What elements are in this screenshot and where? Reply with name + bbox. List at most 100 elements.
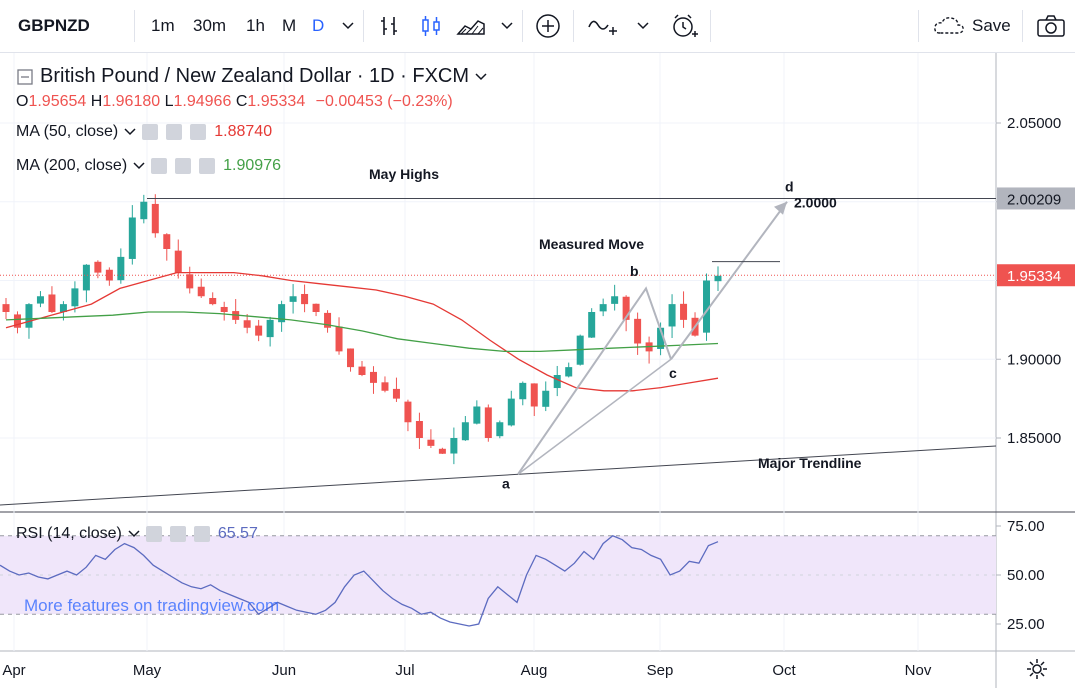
- time-axis-label: Nov: [905, 662, 932, 679]
- collapse-legend-icon[interactable]: [16, 68, 34, 86]
- time-axis-label: Jul: [395, 662, 414, 679]
- eye-icon[interactable]: [151, 158, 168, 174]
- candle-body-up: [289, 296, 297, 302]
- low-label: L: [164, 93, 174, 110]
- candle-body-up: [507, 398, 515, 426]
- price-axis-label: 1.85000: [1007, 430, 1061, 447]
- remove-icon[interactable]: [193, 526, 210, 542]
- candle-body-up: [450, 438, 458, 454]
- top-toolbar: GBPNZD 1m 30m 1h M D Save: [0, 0, 1075, 53]
- candle-body-down: [335, 326, 343, 352]
- current-price-tag-label: 1.95334: [1007, 268, 1061, 285]
- ma200-chevron-icon[interactable]: [133, 162, 145, 170]
- ma200-legend[interactable]: MA (200, close) 1.90976: [16, 157, 281, 175]
- chart-legend-title[interactable]: British Pound / New Zealand Dollar · 1D …: [16, 65, 487, 88]
- eye-icon[interactable]: [142, 124, 159, 140]
- alert-clock-icon[interactable]: [670, 0, 698, 52]
- title-chevron-icon[interactable]: [475, 72, 487, 81]
- arrow-head: [774, 201, 787, 215]
- settings-icon[interactable]: [166, 124, 183, 140]
- candle-body-up: [71, 288, 79, 307]
- candle-body-up: [565, 367, 573, 377]
- chart-area[interactable]: May Highs Measured Move Major Trendline a b c…: [0, 53, 1075, 688]
- rsi-value: 65.57: [217, 525, 258, 542]
- candle-style-icon[interactable]: [419, 0, 443, 52]
- candle-body-up: [668, 304, 676, 327]
- toolbar-divider: [573, 10, 574, 42]
- candle-body-down: [324, 312, 332, 328]
- high-label: H: [90, 93, 103, 110]
- symbol-search-button[interactable]: GBPNZD: [18, 16, 90, 35]
- candle-body-down: [392, 388, 400, 399]
- chart-style-dropdown-chevron-icon[interactable]: [501, 0, 513, 52]
- candle-body-up: [59, 304, 67, 313]
- candle-body-up: [599, 304, 607, 312]
- time-axis-label: Jun: [272, 662, 296, 679]
- candle-body-down: [358, 366, 366, 375]
- candle-body-up: [542, 390, 550, 407]
- time-axis-label: Aug: [521, 662, 548, 679]
- tradingview-watermark[interactable]: More features on tradingview.com: [24, 596, 280, 615]
- toolbar-divider: [710, 10, 711, 42]
- change-value: −0.00453 (−0.23%): [315, 93, 453, 110]
- interval-30m-button[interactable]: 30m: [193, 16, 227, 35]
- candle-body-down: [209, 297, 217, 305]
- symbol-title: British Pound / New Zealand Dollar · 1D …: [40, 65, 470, 87]
- candle-body-up: [278, 304, 286, 323]
- eye-icon[interactable]: [145, 526, 162, 542]
- rsi-axis-label: 75.00: [1007, 518, 1045, 535]
- candle-body-down: [105, 269, 113, 281]
- candle-body-down: [427, 439, 435, 446]
- ma50-label: MA (50, close): [16, 123, 119, 140]
- candle-body-down: [220, 306, 228, 312]
- add-indicator-icon[interactable]: [535, 0, 561, 52]
- interval-1m-button[interactable]: 1m: [151, 16, 175, 35]
- candle-body-up: [25, 304, 33, 328]
- remove-icon[interactable]: [190, 124, 207, 140]
- may-highs-price-tag: [997, 187, 1075, 210]
- price-chart-svg[interactable]: May Highs Measured Move Major Trendline a b c…: [0, 53, 1075, 688]
- candle-body-up: [657, 327, 665, 349]
- interval-1h-button[interactable]: 1h: [246, 16, 265, 35]
- candle-body-down: [530, 383, 538, 407]
- ma50-line: [5, 271, 719, 392]
- candle-body-up: [128, 217, 136, 259]
- interval-d-button[interactable]: D: [312, 16, 325, 35]
- compare-symbol-icon[interactable]: [588, 0, 620, 52]
- bar-style-icon[interactable]: [377, 0, 401, 52]
- candle-body-up: [714, 275, 722, 282]
- time-axis-label: May: [133, 662, 162, 679]
- compare-dropdown-chevron-icon[interactable]: [637, 0, 649, 52]
- candle-body-down: [438, 448, 446, 454]
- candle-body-up: [588, 312, 596, 338]
- ma50-legend[interactable]: MA (50, close) 1.88740: [16, 123, 272, 141]
- candle-body-down: [680, 303, 688, 320]
- candle-body-down: [369, 371, 377, 383]
- interval-m-button[interactable]: M: [282, 16, 297, 35]
- candle-body-up: [473, 406, 481, 424]
- close-value: 1.95334: [247, 93, 306, 110]
- measured-move-base: [517, 358, 672, 475]
- may-highs-label: May Highs: [369, 166, 439, 182]
- remove-icon[interactable]: [199, 158, 216, 174]
- major-trendline: [0, 445, 997, 506]
- interval-dropdown-chevron-icon[interactable]: [342, 0, 354, 52]
- wave-point-c-label: c: [669, 365, 677, 381]
- chart-settings-gear-icon[interactable]: [1026, 658, 1048, 685]
- price-axis-label: 2.05000: [1007, 115, 1061, 132]
- candle-body-up: [703, 280, 711, 333]
- low-value: 1.94966: [173, 93, 232, 110]
- rsi-chevron-icon[interactable]: [128, 530, 140, 538]
- settings-icon[interactable]: [175, 158, 192, 174]
- candle-body-down: [404, 401, 412, 423]
- measured-move-label: Measured Move: [539, 236, 644, 252]
- rsi-legend[interactable]: RSI (14, close) 65.57: [16, 525, 258, 543]
- settings-icon[interactable]: [169, 526, 186, 542]
- save-button[interactable]: Save: [932, 0, 1011, 52]
- ohlc-readout: O1.95654 H1.96180 L1.94966 C1.95334 −0.0…: [16, 93, 453, 111]
- ma200-line: [5, 311, 719, 353]
- ma50-chevron-icon[interactable]: [124, 128, 136, 136]
- area-style-icon[interactable]: [456, 0, 486, 52]
- candle-body-up: [266, 319, 274, 338]
- camera-icon[interactable]: [1036, 0, 1066, 52]
